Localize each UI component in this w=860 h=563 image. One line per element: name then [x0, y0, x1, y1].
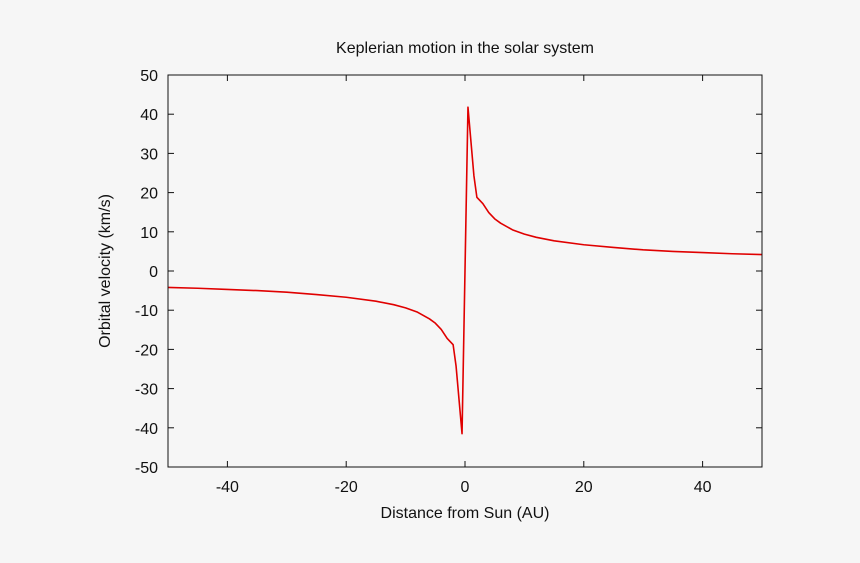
x-tick-label: 20 [575, 479, 593, 496]
y-tick-label: -30 [135, 382, 158, 399]
y-tick-label: 0 [149, 264, 158, 281]
y-tick-label: 50 [140, 68, 158, 85]
y-tick-label: 20 [140, 186, 158, 203]
y-tick-label: 30 [140, 146, 158, 163]
axis-ticks: -40 -20 0 20 40 -50 -40 -30 -20 -10 0 10 20 30 40 50 [135, 68, 762, 496]
y-tick-label: -50 [135, 460, 158, 477]
y-tick-label: 10 [140, 225, 158, 242]
y-tick-label: -20 [135, 342, 158, 359]
series-line-orbital-velocity [167, 106, 763, 435]
y-tick-label: -40 [135, 421, 158, 438]
x-axis-label: Distance from Sun (AU) [381, 505, 550, 522]
y-tick-label: -10 [135, 303, 158, 320]
plot-area [167, 106, 763, 435]
x-tick-label: -20 [335, 479, 358, 496]
y-axis-label: Orbital velocity (km/s) [97, 194, 114, 348]
x-tick-label: -40 [216, 479, 239, 496]
x-tick-label: 40 [694, 479, 712, 496]
y-tick-label: 40 [140, 107, 158, 124]
x-tick-label: 0 [461, 479, 470, 496]
chart-title: Keplerian motion in the solar system [336, 40, 594, 57]
